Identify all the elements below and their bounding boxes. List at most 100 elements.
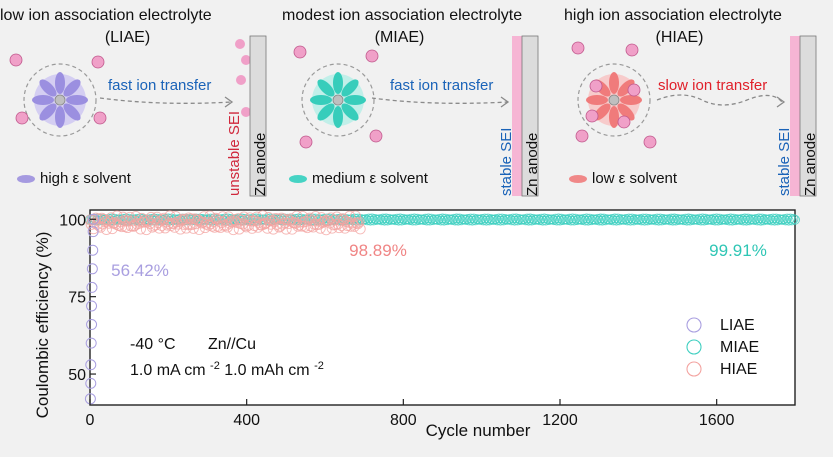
- miae-point: [493, 213, 504, 224]
- miae-point: [537, 215, 548, 226]
- ion-transfer-label: fast ion transfer: [108, 77, 212, 94]
- miae-point: [653, 215, 664, 226]
- miae-point: [522, 213, 533, 224]
- panel-abbreviation: (HIAE): [655, 29, 704, 46]
- ion-transfer-arrow: [656, 94, 783, 106]
- miae-point: [398, 213, 409, 224]
- miae-point: [788, 214, 799, 224]
- legend-label: MIAE: [720, 339, 759, 356]
- miae-point: [440, 213, 451, 224]
- y-tick-label: 75: [68, 290, 86, 307]
- miae-point: [642, 215, 653, 226]
- liae-point: [87, 226, 99, 238]
- miae-point: [570, 213, 581, 224]
- miae-point: [553, 213, 564, 224]
- miae-point: [439, 215, 450, 226]
- miae-point: [392, 213, 403, 224]
- miae-point: [581, 213, 592, 224]
- miae-point: [686, 213, 697, 224]
- zn-ion: [54, 94, 66, 106]
- miae-point: [569, 215, 580, 226]
- anion: [571, 41, 585, 55]
- miae-point: [382, 215, 393, 226]
- miae-point: [497, 213, 507, 224]
- miae-point: [540, 215, 551, 226]
- hiae-point: [238, 211, 250, 223]
- miae-point: [465, 213, 476, 224]
- miae-point: [739, 213, 750, 224]
- miae-point: [381, 213, 392, 224]
- miae-point: [752, 215, 763, 226]
- anion: [299, 135, 313, 149]
- miae-point: [670, 215, 681, 226]
- solvent-molecule: [55, 72, 65, 94]
- miae-point: [710, 215, 721, 226]
- panel-2: modest ion association electrolyte (MIAE)…: [272, 0, 550, 205]
- hiae-point: [198, 211, 210, 223]
- miae-point: [525, 213, 536, 224]
- miae-point: [757, 213, 768, 224]
- miae-point: [652, 213, 663, 224]
- miae-point: [509, 215, 520, 226]
- miae-point: [755, 215, 766, 226]
- miae-point: [451, 213, 462, 224]
- miae-point: [409, 213, 420, 224]
- hiae-point: [204, 210, 216, 222]
- solvent-molecule: [32, 95, 54, 105]
- anion: [369, 129, 383, 143]
- anion: [617, 115, 631, 129]
- miae-point: [495, 215, 506, 226]
- solvent-molecule: [341, 79, 359, 97]
- miae-point: [754, 213, 764, 224]
- miae-point: [511, 213, 522, 224]
- hiae-point: [252, 221, 264, 233]
- miae-point: [378, 213, 388, 224]
- sei-fragment: [241, 107, 251, 117]
- miae-point: [556, 213, 567, 224]
- ion-transfer-label: slow ion transfer: [658, 77, 768, 94]
- hiae-point: [132, 215, 144, 227]
- miae-point: [594, 215, 605, 226]
- condition-capacity-sup: -2: [314, 360, 324, 372]
- data-markers: [84, 210, 800, 405]
- miae-point: [656, 215, 667, 226]
- zn-ion: [332, 94, 344, 106]
- miae-point: [437, 213, 448, 224]
- miae-point: [766, 215, 777, 226]
- miae-point: [539, 213, 550, 224]
- x-axis-label: Cycle number: [426, 421, 531, 440]
- miae-point: [783, 215, 794, 226]
- value-annotations: 56.42% 98.89% 99.91%: [111, 241, 767, 280]
- miae-point: [393, 215, 404, 226]
- miae-point: [725, 213, 736, 224]
- solvent-molecule: [333, 106, 343, 128]
- sei-label: unstable SEI: [226, 110, 243, 196]
- coulombic-efficiency-chart: 0 400 800 1200 1600 50 75 100 Coulombic efficie…: [33, 209, 800, 440]
- miae-point: [584, 213, 595, 224]
- sei-label: stable SEI: [776, 127, 793, 196]
- liae-point: [88, 213, 100, 225]
- solvent-molecule: [617, 103, 635, 121]
- miae-point: [638, 213, 648, 224]
- miae-point: [512, 215, 523, 226]
- miae-point: [423, 213, 434, 224]
- arrow-head: [500, 96, 510, 108]
- solvent-molecule: [63, 79, 81, 97]
- hiae-point: [151, 211, 163, 223]
- miae-point: [426, 213, 437, 224]
- solvent-legend-icon: [289, 175, 307, 183]
- miae-point: [728, 213, 739, 224]
- solvent-legend-label: high ε solvent: [40, 170, 131, 187]
- miae-point: [410, 215, 421, 226]
- liae-point: [86, 263, 98, 275]
- sei-fragment: [235, 39, 245, 49]
- miae-point: [479, 213, 490, 224]
- anode-label: Zn anode: [524, 132, 541, 196]
- miae-point: [743, 213, 753, 224]
- hiae-point: [346, 217, 358, 229]
- miae-point: [597, 215, 608, 226]
- anion: [625, 43, 639, 57]
- sei-fragment: [236, 75, 246, 85]
- solvation-shell-outline: [577, 63, 651, 137]
- anion: [575, 129, 589, 143]
